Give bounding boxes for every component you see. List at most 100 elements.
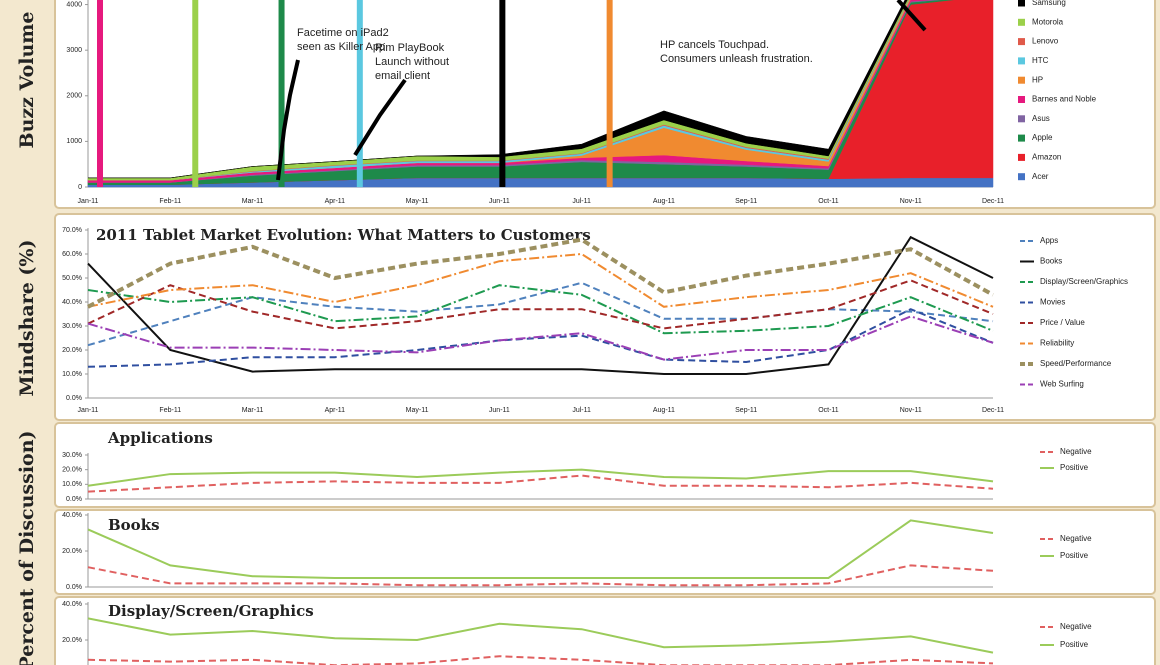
- legend-label: Acer: [1032, 172, 1049, 181]
- annotation: seen as Killer App: [297, 41, 385, 53]
- x-tick-label: Feb-11: [159, 407, 181, 414]
- legend-label: Movies: [1040, 298, 1065, 307]
- x-tick-label: Jul-11: [572, 407, 591, 414]
- legend-label: Price / Value: [1040, 318, 1085, 327]
- line: [87, 315, 994, 361]
- x-tick-label: Nov-11: [900, 407, 922, 414]
- y-tick-label: 70.0%: [62, 227, 82, 234]
- x-tick-label: Dec-11: [982, 198, 1004, 205]
- line: [87, 252, 994, 308]
- y-tick-label: 0.0%: [66, 496, 82, 503]
- legend-label: HTC: [1032, 56, 1049, 65]
- y-axis-title: (Percent of Discussion): [16, 430, 38, 665]
- y-tick-label: 10.0%: [62, 371, 82, 378]
- arrow: [896, 0, 927, 32]
- line: [87, 655, 994, 665]
- spike: [278, 0, 285, 187]
- y-axis-title: Buzz Volume: [16, 12, 38, 149]
- y-tick-label: 40.0%: [62, 601, 82, 608]
- line: [87, 519, 994, 579]
- legend-label: Positive: [1060, 640, 1089, 649]
- arrow: [276, 59, 300, 181]
- y-tick-label: 4000: [66, 1, 82, 8]
- legend-label: Barnes and Noble: [1032, 95, 1097, 104]
- legend-swatch: [1018, 38, 1025, 46]
- chart-title: Display/Screen/Graphics: [108, 602, 314, 620]
- x-tick-label: Mar-11: [242, 407, 264, 414]
- legend-swatch: [1018, 173, 1025, 181]
- y-tick-label: 20.0%: [62, 548, 82, 555]
- y-tick-label: 30.0%: [62, 452, 82, 459]
- legend-label: Amazon: [1032, 153, 1061, 162]
- x-tick-label: Feb-11: [159, 198, 181, 205]
- y-tick-label: 0.0%: [66, 395, 82, 402]
- panel: [54, 422, 1156, 508]
- x-tick-label: May-11: [406, 407, 429, 414]
- x-tick-label: Aug-11: [653, 407, 675, 414]
- legend-swatch: [1018, 57, 1025, 65]
- x-tick-label: Nov-11: [900, 198, 922, 205]
- legend-label: Positive: [1060, 551, 1089, 560]
- y-tick-label: 30.0%: [62, 323, 82, 330]
- panel: [54, 509, 1156, 595]
- x-tick-label: May-11: [406, 198, 429, 205]
- legend-label: HP: [1032, 75, 1043, 84]
- legend-label: Books: [1040, 257, 1062, 266]
- legend-label: Motorola: [1032, 17, 1064, 26]
- annotation: email client: [375, 70, 430, 82]
- chart-title: Books: [108, 516, 160, 534]
- legend-label: Speed/Performance: [1040, 359, 1112, 368]
- x-tick-label: Sep-11: [735, 407, 757, 414]
- line: [87, 237, 994, 309]
- y-tick-label: 20.0%: [62, 637, 82, 644]
- y-tick-label: 1000: [66, 138, 82, 145]
- y-tick-label: 3000: [66, 47, 82, 54]
- y-tick-label: 0: [78, 184, 82, 191]
- y-tick-label: 10.0%: [62, 481, 82, 488]
- legend-label: Negative: [1060, 447, 1092, 456]
- legend-label: Samsung: [1032, 0, 1066, 7]
- legend-swatch: [1018, 96, 1025, 103]
- annotation: HP cancels Touchpad.: [660, 39, 769, 51]
- area: [88, 0, 908, 179]
- x-tick-label: Oct-11: [818, 407, 839, 414]
- legend-label: Display/Screen/Graphics: [1040, 277, 1128, 286]
- x-tick-label: Oct-11: [818, 198, 839, 205]
- line: [87, 617, 994, 654]
- x-tick-label: Dec-11: [982, 407, 1004, 414]
- spike: [192, 0, 199, 187]
- spike: [97, 0, 103, 187]
- chart-title: Applications: [107, 429, 213, 447]
- legend-swatch: [1018, 115, 1025, 123]
- y-tick-label: 40.0%: [62, 299, 82, 306]
- x-tick-label: Apr-11: [325, 407, 346, 414]
- legend-label: Lenovo: [1032, 37, 1059, 46]
- line: [87, 281, 994, 347]
- x-tick-label: Aug-11: [653, 198, 675, 205]
- legend-label: Web Surfing: [1040, 380, 1084, 389]
- legend-swatch: [1018, 153, 1025, 161]
- y-tick-label: 2000: [66, 93, 82, 100]
- legend-swatch: [1018, 134, 1025, 142]
- x-tick-label: Sep-11: [735, 198, 757, 205]
- annotation: Consumers unleash frustration.: [660, 53, 813, 65]
- legend-label: Negative: [1060, 622, 1092, 631]
- x-tick-label: Jan-11: [78, 407, 99, 414]
- legend-label: Negative: [1060, 534, 1092, 543]
- arrow: [353, 78, 407, 157]
- panel: [54, 596, 1156, 665]
- x-tick-label: Mar-11: [242, 198, 264, 205]
- title-box: [86, 224, 516, 248]
- legend-label: Apple: [1032, 133, 1053, 142]
- annotation: Rim PlayBook: [375, 42, 445, 54]
- y-tick-label: 60.0%: [62, 251, 82, 258]
- x-tick-label: Jun-11: [489, 198, 510, 205]
- legend-label: Apps: [1040, 236, 1058, 245]
- annotation: Facetime on iPad2: [297, 27, 389, 39]
- y-axis-title: Mindshare (%): [16, 240, 38, 397]
- legend-label: Positive: [1060, 463, 1089, 472]
- spike: [499, 0, 506, 187]
- line: [87, 279, 994, 330]
- line: [87, 474, 994, 493]
